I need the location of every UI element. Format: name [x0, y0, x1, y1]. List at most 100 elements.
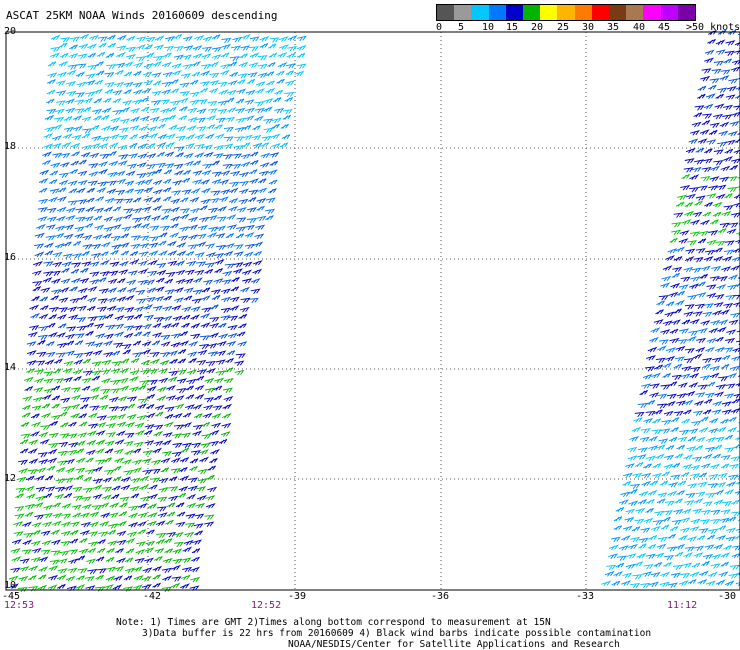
- wind-barb: [633, 560, 644, 567]
- wind-barb: [85, 206, 96, 213]
- wind-barb: [114, 81, 125, 88]
- wind-barb: [76, 317, 87, 323]
- wind-barb: [74, 92, 85, 98]
- wind-barb: [213, 153, 224, 159]
- wind-barb: [630, 483, 641, 490]
- wind-barb: [657, 403, 668, 409]
- wind-barb: [154, 44, 165, 51]
- wind-barb: [87, 568, 98, 575]
- wind-barb: [138, 125, 149, 132]
- wind-barb: [669, 337, 680, 344]
- wind-barb: [30, 430, 40, 437]
- wind-barb: [135, 179, 146, 186]
- wind-barb: [123, 586, 134, 592]
- wind-barb: [633, 416, 644, 423]
- wind-barb: [44, 387, 55, 394]
- wind-barb: [693, 497, 704, 504]
- wind-barb: [28, 565, 39, 572]
- wind-barb: [156, 395, 167, 402]
- wind-barb: [660, 524, 670, 530]
- wind-barb: [147, 270, 158, 277]
- wind-barb: [31, 521, 42, 528]
- wind-barb: [53, 358, 63, 364]
- wind-barb: [279, 142, 289, 148]
- wind-barb: [65, 350, 76, 356]
- wind-barb: [136, 44, 146, 50]
- wind-barb: [296, 35, 307, 42]
- wind-barb: [656, 498, 666, 504]
- wind-barb: [85, 468, 96, 475]
- wind-barb: [654, 552, 665, 559]
- wind-barb: [156, 162, 167, 169]
- wind-barb: [217, 81, 228, 88]
- wind-barb: [141, 206, 152, 212]
- wind-barb: [55, 478, 66, 484]
- wind-barb: [709, 372, 720, 379]
- wind-barb: [660, 282, 671, 289]
- wind-barb: [79, 404, 89, 410]
- wind-barb: [152, 565, 163, 572]
- wind-barb: [138, 398, 148, 404]
- wind-barb: [194, 252, 205, 258]
- wind-barb: [226, 89, 237, 96]
- wind-barb: [103, 216, 114, 222]
- wind-barb: [32, 281, 43, 287]
- wind-barb: [48, 196, 59, 203]
- wind-barb: [70, 403, 81, 410]
- wind-barb: [221, 412, 232, 419]
- wind-barb: [188, 340, 199, 347]
- legend-swatch: [591, 5, 610, 20]
- wind-barb: [189, 79, 199, 85]
- wind-barb: [703, 256, 714, 262]
- wind-barb: [193, 277, 204, 283]
- wind-barb: [51, 270, 62, 277]
- wind-barb: [62, 133, 73, 140]
- wind-barb: [636, 552, 647, 559]
- wind-barb: [217, 100, 228, 106]
- wind-barb: [81, 116, 92, 122]
- wind-barb: [69, 286, 78, 292]
- wind-barb: [160, 334, 171, 341]
- wind-barb: [106, 422, 117, 429]
- wind-barb: [734, 535, 740, 540]
- wind-barb: [247, 72, 258, 78]
- wind-barb: [683, 399, 694, 406]
- wind-barb: [63, 493, 73, 499]
- wind-barb: [129, 250, 139, 257]
- wind-barb: [207, 232, 218, 238]
- wind-barb: [197, 478, 208, 484]
- wind-barb: [717, 472, 728, 479]
- wind-barb: [180, 583, 190, 589]
- wind-barb: [52, 152, 63, 159]
- wind-barb: [162, 178, 172, 184]
- legend-swatch: [574, 5, 592, 20]
- wind-barb: [116, 45, 127, 51]
- wind-barb: [44, 126, 55, 133]
- wind-barb: [201, 187, 212, 194]
- wind-barb: [197, 468, 208, 475]
- wind-barb: [58, 558, 69, 564]
- wind-barb: [97, 277, 107, 283]
- wind-barb: [56, 332, 67, 338]
- wind-barb: [715, 579, 726, 586]
- wind-barb: [695, 147, 705, 153]
- wind-barb: [75, 71, 86, 78]
- wind-barb: [78, 159, 87, 165]
- wind-barb: [736, 232, 740, 236]
- wind-barb: [229, 304, 240, 311]
- wind-barb: [707, 483, 719, 489]
- wind-barb: [650, 327, 661, 333]
- wind-barb: [640, 582, 651, 589]
- wind-barb: [222, 270, 233, 277]
- wind-barb: [71, 262, 82, 268]
- wind-barb: [52, 368, 62, 374]
- wind-barb: [85, 341, 96, 347]
- wind-barb: [705, 346, 716, 353]
- wind-barb: [45, 98, 55, 104]
- pass-time-right: 11:12: [667, 600, 698, 611]
- wind-barb: [128, 270, 139, 276]
- wind-barb: [722, 255, 733, 262]
- wind-barb: [153, 430, 164, 437]
- wind-barb: [111, 360, 122, 367]
- wind-barb: [677, 480, 687, 486]
